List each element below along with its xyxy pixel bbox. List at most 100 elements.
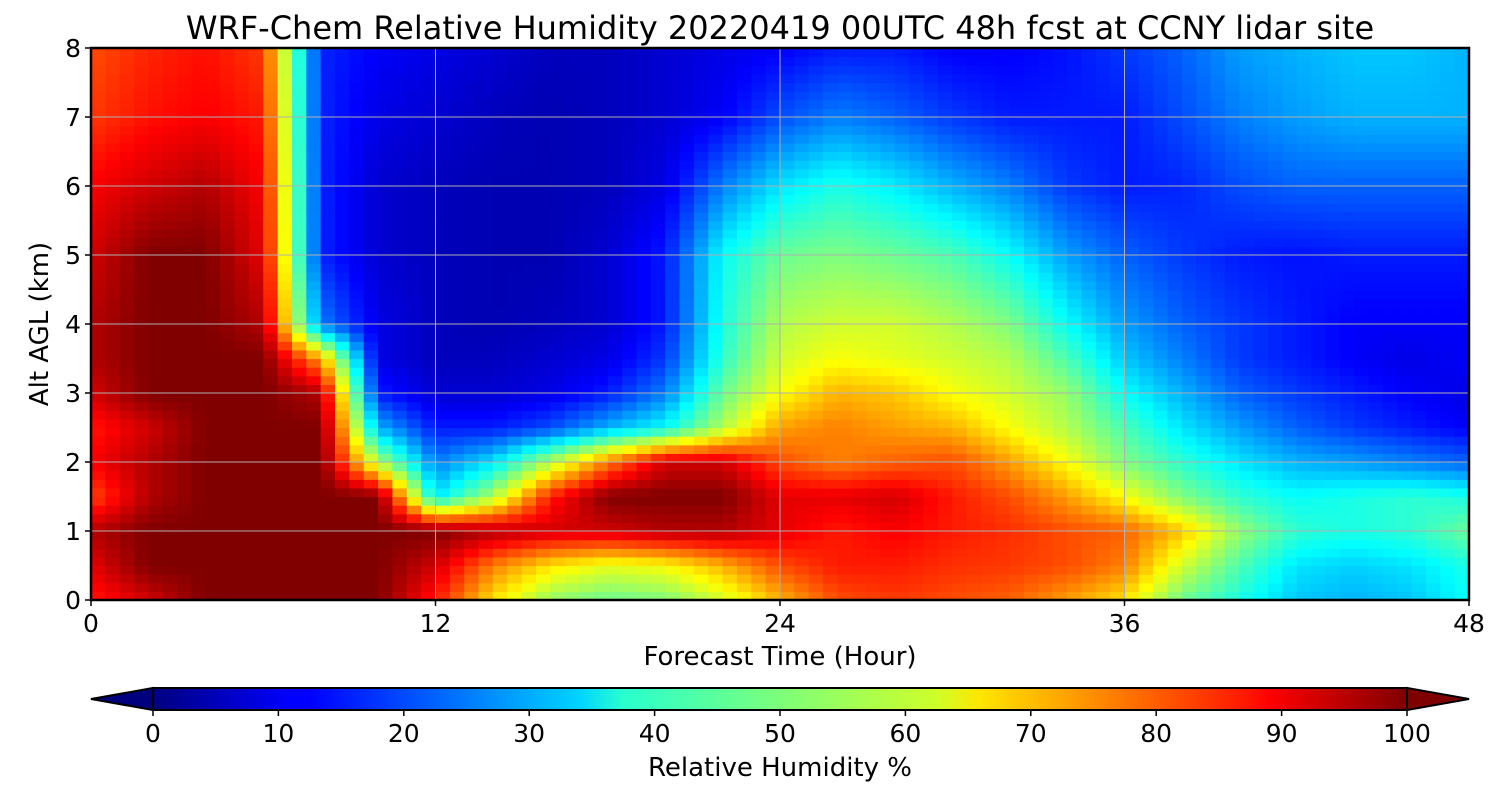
heatmap-cell: [579, 306, 594, 316]
heatmap-cell: [291, 444, 307, 454]
heatmap-cell: [722, 341, 738, 351]
heatmap-cell: [794, 229, 810, 239]
heatmap-cell: [220, 367, 236, 377]
heatmap-cell: [1124, 401, 1140, 411]
heatmap-cell: [263, 220, 279, 230]
heatmap-cell: [1440, 410, 1456, 420]
heatmap-cell: [708, 384, 724, 394]
heatmap-cell: [306, 220, 322, 230]
heatmap-cell: [478, 263, 494, 273]
heatmap-cell: [119, 194, 135, 204]
heatmap-cell: [1124, 341, 1140, 351]
heatmap-cell: [248, 565, 264, 575]
heatmap-cell: [535, 246, 551, 256]
heatmap-cell: [765, 272, 781, 282]
heatmap-cell: [119, 479, 135, 489]
heatmap-cell: [507, 341, 523, 351]
heatmap-cell: [780, 168, 795, 178]
heatmap-cell: [1138, 237, 1154, 247]
heatmap-cell: [492, 393, 508, 403]
heatmap-cell: [708, 444, 724, 454]
heatmap-cell: [91, 341, 106, 351]
heatmap-cell: [263, 367, 279, 377]
heatmap-cell: [119, 358, 135, 368]
heatmap-cell: [263, 177, 279, 187]
heatmap-cell: [1009, 375, 1025, 385]
heatmap-cell: [220, 289, 236, 299]
heatmap-cell: [464, 332, 480, 342]
heatmap-cell: [363, 444, 379, 454]
heatmap-cell: [650, 513, 666, 523]
heatmap-cell: [1024, 160, 1039, 170]
heatmap-cell: [794, 574, 810, 584]
heatmap-cell: [1382, 505, 1398, 515]
heatmap-cell: [91, 315, 106, 325]
heatmap-cell: [220, 453, 236, 463]
heatmap-cell: [91, 574, 106, 584]
heatmap-cell: [1339, 358, 1355, 368]
heatmap-cell: [794, 220, 810, 230]
heatmap-cell: [780, 513, 795, 523]
heatmap-cell: [780, 160, 795, 170]
heatmap-cell: [1425, 324, 1441, 334]
heatmap-cell: [220, 315, 236, 325]
heatmap-cell: [349, 531, 365, 541]
heatmap-cell: [464, 168, 480, 178]
heatmap-cell: [1253, 203, 1269, 213]
heatmap-cell: [1067, 349, 1083, 360]
heatmap-cell: [937, 418, 953, 429]
heatmap-cell: [952, 462, 968, 472]
heatmap-cell: [952, 306, 968, 316]
heatmap-cell: [980, 384, 996, 394]
heatmap-cell: [148, 177, 164, 187]
heatmap-cell: [277, 470, 293, 480]
heatmap-cell: [1009, 255, 1025, 265]
heatmap-cell: [205, 444, 221, 454]
heatmap-cell: [736, 505, 752, 515]
heatmap-cell: [1397, 574, 1413, 584]
heatmap-cell: [966, 272, 982, 282]
heatmap-cell: [636, 531, 652, 541]
heatmap-cell: [1224, 427, 1240, 437]
heatmap-cell: [593, 453, 609, 463]
heatmap-cell: [1425, 341, 1441, 351]
heatmap-cell: [205, 280, 221, 291]
heatmap-cell: [1454, 548, 1469, 558]
heatmap-cell: [693, 565, 709, 575]
heatmap-cell: [1110, 505, 1126, 515]
heatmap-cell: [1052, 358, 1068, 368]
heatmap-cell: [349, 177, 365, 187]
heatmap-cell: [1368, 410, 1384, 420]
heatmap-cell: [492, 229, 508, 239]
heatmap-cell: [406, 160, 422, 170]
heatmap-cell: [1296, 306, 1312, 316]
heatmap-cell: [1325, 513, 1341, 523]
heatmap-cell: [378, 522, 394, 532]
heatmap-cell: [1325, 332, 1341, 342]
heatmap-cell: [1354, 306, 1370, 316]
heatmap-cell: [1282, 332, 1298, 342]
heatmap-cell: [909, 237, 925, 247]
heatmap-cell: [1354, 315, 1370, 325]
heatmap-cell: [1239, 211, 1255, 222]
heatmap-cell: [1081, 203, 1097, 213]
heatmap-cell: [378, 151, 394, 161]
heatmap-cell: [823, 211, 839, 222]
heatmap-cell: [1368, 211, 1384, 222]
heatmap-cell: [320, 384, 336, 394]
heatmap-cell: [923, 591, 939, 600]
heatmap-cell: [205, 324, 221, 334]
heatmap-cell: [1296, 462, 1312, 472]
heatmap-cell: [1138, 298, 1154, 308]
heatmap-cell: [435, 168, 451, 178]
heatmap-cell: [1210, 237, 1226, 247]
heatmap-cell: [736, 556, 752, 567]
heatmap-cell: [363, 358, 379, 368]
heatmap-cell: [1239, 556, 1255, 567]
heatmap-cell: [679, 513, 695, 523]
heatmap-cell: [851, 246, 867, 256]
heatmap-cell: [263, 229, 279, 239]
heatmap-cell: [579, 462, 594, 472]
heatmap-cell: [1382, 186, 1398, 196]
heatmap-cell: [937, 289, 953, 299]
